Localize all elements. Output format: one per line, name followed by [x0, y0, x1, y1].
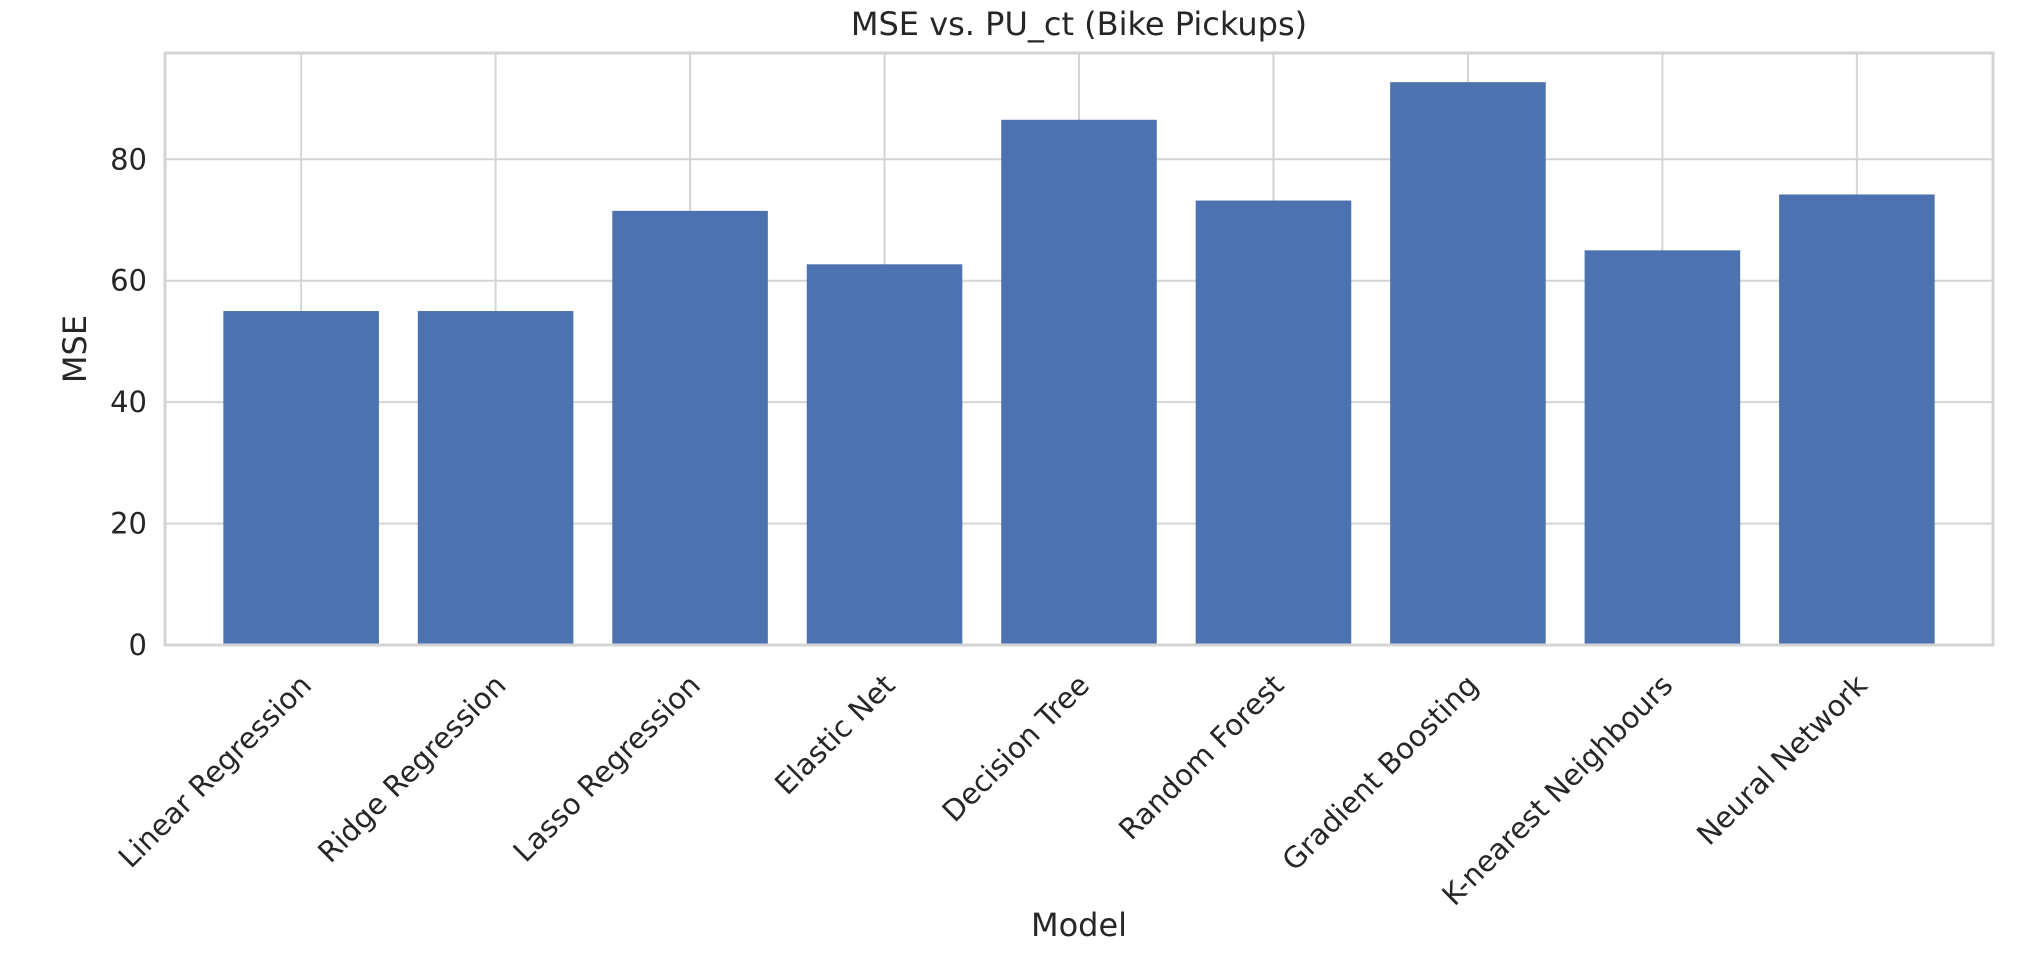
- bar: [1390, 82, 1546, 646]
- bar: [417, 311, 574, 645]
- y-tick-label: 0: [129, 628, 147, 662]
- y-axis-label: MSE: [56, 315, 94, 383]
- x-tick-label: Lasso Regression: [506, 668, 707, 869]
- y-tick-label: 80: [110, 142, 147, 176]
- plot-frame: [163, 51, 1995, 647]
- x-tick-label: Gradient Boosting: [1275, 668, 1484, 877]
- y-tick-label: 20: [110, 507, 147, 541]
- y-tick-label: 60: [110, 264, 147, 298]
- chart-title: MSE vs. PU_ct (Bike Pickups): [851, 5, 1307, 43]
- bar: [806, 264, 963, 645]
- x-tick-label: Neural Network: [1690, 668, 1874, 852]
- x-tick-label: Linear Regression: [112, 668, 318, 874]
- y-tick-label: 40: [110, 385, 147, 419]
- x-tick-label: Decision Tree: [935, 668, 1096, 829]
- x-tick-label: Elastic Net: [768, 668, 901, 801]
- bar: [1195, 200, 1352, 645]
- bar: [1584, 250, 1741, 646]
- x-tick-label: Ridge Regression: [311, 668, 512, 869]
- bar: [1001, 119, 1157, 646]
- bar: [1779, 194, 1935, 645]
- bar-layer: [223, 82, 1935, 646]
- bar: [612, 210, 768, 645]
- x-tick-label: Random Forest: [1112, 668, 1290, 846]
- x-axis-label: Model: [1031, 906, 1127, 944]
- bar: [223, 311, 379, 645]
